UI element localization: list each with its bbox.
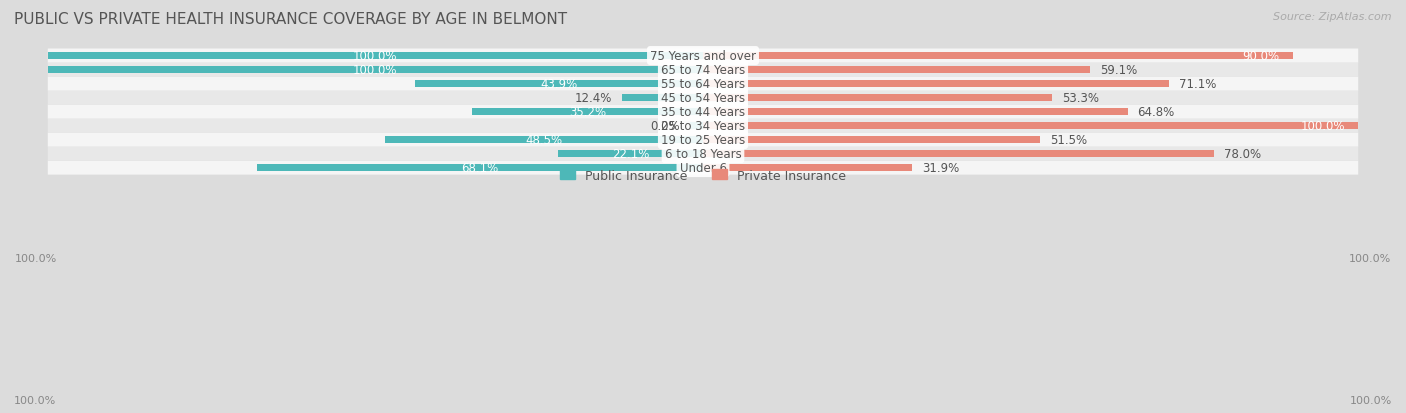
Bar xyxy=(703,81,1168,88)
Text: 75 Years and over: 75 Years and over xyxy=(650,50,756,63)
Bar xyxy=(703,122,1358,130)
Text: Source: ZipAtlas.com: Source: ZipAtlas.com xyxy=(1274,12,1392,22)
Text: 100.0%: 100.0% xyxy=(353,64,398,77)
Bar xyxy=(385,136,703,144)
Bar xyxy=(257,164,703,172)
Text: 22.1%: 22.1% xyxy=(612,148,650,161)
Text: Under 6: Under 6 xyxy=(679,162,727,175)
Text: 68.1%: 68.1% xyxy=(461,162,499,175)
Bar xyxy=(703,136,1040,144)
FancyBboxPatch shape xyxy=(48,77,1358,91)
Bar xyxy=(690,122,703,130)
Text: 31.9%: 31.9% xyxy=(922,162,959,175)
Bar xyxy=(415,81,703,88)
Text: 55 to 64 Years: 55 to 64 Years xyxy=(661,78,745,91)
FancyBboxPatch shape xyxy=(48,133,1358,147)
Text: 65 to 74 Years: 65 to 74 Years xyxy=(661,64,745,77)
Text: 100.0%: 100.0% xyxy=(353,50,398,63)
Text: PUBLIC VS PRIVATE HEALTH INSURANCE COVERAGE BY AGE IN BELMONT: PUBLIC VS PRIVATE HEALTH INSURANCE COVER… xyxy=(14,12,567,27)
FancyBboxPatch shape xyxy=(48,91,1358,105)
Text: 25 to 34 Years: 25 to 34 Years xyxy=(661,120,745,133)
Text: 64.8%: 64.8% xyxy=(1137,106,1174,119)
Text: 12.4%: 12.4% xyxy=(575,92,612,105)
Text: 45 to 54 Years: 45 to 54 Years xyxy=(661,92,745,105)
Bar xyxy=(621,95,703,102)
Bar xyxy=(703,95,1052,102)
Text: 6 to 18 Years: 6 to 18 Years xyxy=(665,148,741,161)
Text: 48.5%: 48.5% xyxy=(526,134,562,147)
Bar xyxy=(472,109,703,116)
Bar xyxy=(703,109,1128,116)
Bar xyxy=(703,52,1292,60)
Bar xyxy=(558,150,703,158)
Bar xyxy=(48,52,703,60)
FancyBboxPatch shape xyxy=(48,147,1358,161)
Text: 19 to 25 Years: 19 to 25 Years xyxy=(661,134,745,147)
Bar xyxy=(703,150,1215,158)
Text: 53.3%: 53.3% xyxy=(1062,92,1099,105)
FancyBboxPatch shape xyxy=(48,119,1358,133)
FancyBboxPatch shape xyxy=(48,161,1358,175)
Text: 43.9%: 43.9% xyxy=(540,78,578,91)
Text: 100.0%: 100.0% xyxy=(1348,254,1391,264)
Text: 100.0%: 100.0% xyxy=(1350,395,1392,405)
Text: 71.1%: 71.1% xyxy=(1178,78,1216,91)
Text: 100.0%: 100.0% xyxy=(14,395,56,405)
Bar xyxy=(703,66,1090,74)
Bar xyxy=(703,164,912,172)
Text: 100.0%: 100.0% xyxy=(15,254,58,264)
Legend: Public Insurance, Private Insurance: Public Insurance, Private Insurance xyxy=(555,164,851,187)
Text: 35 to 44 Years: 35 to 44 Years xyxy=(661,106,745,119)
FancyBboxPatch shape xyxy=(48,63,1358,77)
FancyBboxPatch shape xyxy=(48,50,1358,63)
Text: 35.2%: 35.2% xyxy=(569,106,606,119)
Text: 90.0%: 90.0% xyxy=(1243,50,1279,63)
FancyBboxPatch shape xyxy=(48,105,1358,119)
Text: 59.1%: 59.1% xyxy=(1099,64,1137,77)
Bar xyxy=(48,66,703,74)
Text: 51.5%: 51.5% xyxy=(1050,134,1087,147)
Text: 78.0%: 78.0% xyxy=(1223,148,1261,161)
Text: 100.0%: 100.0% xyxy=(1301,120,1346,133)
Text: 0.0%: 0.0% xyxy=(651,120,681,133)
